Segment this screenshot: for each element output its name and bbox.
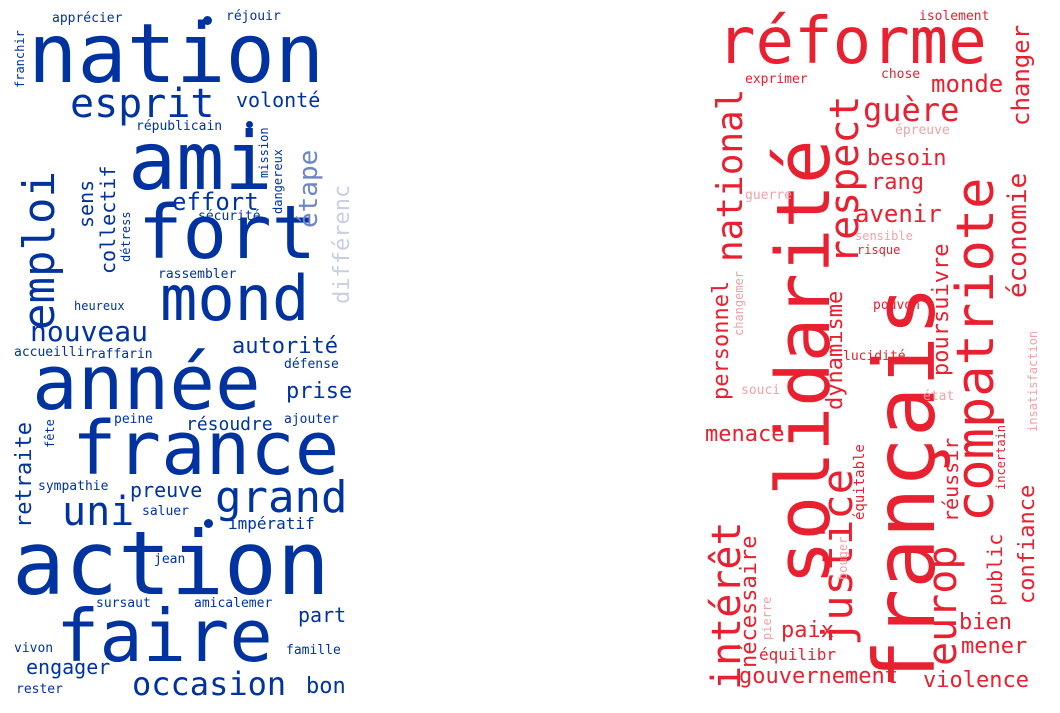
word-amicalemer: amicalemer <box>194 596 273 611</box>
word-violence: violence <box>923 668 1029 693</box>
word-preuve: preuve <box>130 478 203 502</box>
word-bon: bon <box>306 674 346 699</box>
word-rejouir: réjouir <box>226 9 281 24</box>
word-retraite: retraite <box>12 422 37 528</box>
word-personnel: personnel <box>709 280 734 400</box>
word-republicain: républicain <box>136 119 223 134</box>
word-europ: europ <box>920 545 966 666</box>
word-cloud-right: réforme solidarité français compatriote … <box>705 0 1050 713</box>
word-accueillir: accueillir <box>14 345 93 360</box>
word-nation: nation <box>28 7 325 102</box>
word-mission: mission <box>257 127 271 178</box>
word-sensible: sensible <box>855 229 913 243</box>
word-avenir: avenir <box>855 200 942 228</box>
word-collectif: collectif <box>96 165 120 274</box>
word-famille: famille <box>286 643 341 658</box>
word-public: public <box>983 533 1007 606</box>
word-occasion: occasion <box>132 665 287 703</box>
word-reussir: réussir <box>939 437 963 522</box>
word-exprimer: exprimer <box>745 72 808 87</box>
word-nouveau: nouveau <box>30 315 149 348</box>
word-imperatif: impératif <box>228 514 315 533</box>
word-incertain: incertain <box>994 424 1008 490</box>
word-detress: détress <box>119 211 133 262</box>
word-uni: uni <box>62 489 135 535</box>
word-equilibr: équilibr <box>759 645 837 664</box>
word-chose: chose <box>881 67 921 82</box>
word-prise: prise <box>286 379 353 404</box>
word-souci: souci <box>741 383 781 398</box>
word-autorite: autorité <box>232 334 338 359</box>
word-lucidite: lucidité <box>843 349 906 364</box>
word-monde: monde <box>931 70 1004 98</box>
word-economie: économie <box>1003 172 1033 298</box>
word-mener: mener <box>961 634 1028 659</box>
word-part: part <box>298 603 347 627</box>
word-rang: rang <box>871 170 924 195</box>
word-ajouter: ajouter <box>284 412 339 427</box>
word-sursaut: sursaut <box>96 596 151 611</box>
word-bien: bien <box>959 610 1012 635</box>
word-insatisfaction: insatisfaction <box>1026 330 1040 432</box>
word-differenc: différenc <box>330 184 355 304</box>
word-heureux: heureux <box>74 299 125 313</box>
word-necessaire: nécessaire <box>737 535 762 668</box>
word-epreuve: épreuve <box>895 123 950 138</box>
word-peine: peine <box>114 412 154 427</box>
word-france: france <box>72 406 340 492</box>
word-dangereux: dangereux <box>271 148 285 214</box>
word-pouvon: pouvon <box>873 298 920 313</box>
word-gouvernement: gouvernement <box>739 664 898 689</box>
word-isolement: isolement <box>919 9 990 24</box>
word-raffarin: raffarin <box>90 347 153 362</box>
word-mond: mond <box>160 262 310 335</box>
word-guere: guère <box>863 91 960 129</box>
dot-mark <box>246 121 253 128</box>
word-fort: fort <box>138 190 317 276</box>
word-pierre: pierre <box>760 596 774 640</box>
word-changemer: changemer <box>732 270 746 336</box>
word-poursuivre: poursuivre <box>929 243 954 376</box>
word-rassembler: rassembler <box>158 267 237 282</box>
word-ami: ami <box>128 115 273 208</box>
word-changer: changer <box>1007 24 1035 126</box>
word-action: action <box>12 512 330 615</box>
word-cloud-left: nation ami fort mond année france action… <box>10 0 355 713</box>
word-securite: sécurité <box>198 209 261 224</box>
word-faire: faire <box>56 594 273 678</box>
word-vivon: vivon <box>14 641 54 656</box>
dot-mark <box>204 519 213 528</box>
word-emploi: emploi <box>14 171 65 330</box>
word-esprit: esprit <box>70 81 215 127</box>
word-resoudre: résoudre <box>186 414 273 435</box>
word-equitable: équitable <box>852 444 868 520</box>
word-grand: grand <box>215 472 348 523</box>
word-engager: engager <box>26 655 111 679</box>
word-guerre: guerre <box>745 188 792 203</box>
word-etape: étape <box>294 149 324 228</box>
word-national: national <box>710 88 751 262</box>
word-annee: année <box>32 338 261 427</box>
word-confiance: confiance <box>1015 484 1040 604</box>
word-volonte: volonté <box>236 88 321 112</box>
word-besoin: besoin <box>867 146 947 171</box>
word-franchir: franchir <box>13 30 27 88</box>
word-reforme: réforme <box>717 5 987 79</box>
word-sens: sens <box>74 179 98 228</box>
word-bouger: bouger <box>836 536 850 580</box>
word-defense: défense <box>284 357 339 372</box>
word-menace: menace <box>705 422 785 447</box>
word-etat: état <box>923 389 955 404</box>
word-paix: paix <box>781 618 834 643</box>
word-rester: rester <box>16 682 63 697</box>
word-apprecier: apprécier <box>52 11 123 26</box>
word-saluer: saluer <box>142 504 189 519</box>
word-effort: effort <box>172 188 259 216</box>
word-risque: risque <box>857 243 901 257</box>
word-jean: jean <box>154 552 186 567</box>
word-sympathie: sympathie <box>38 479 109 494</box>
dot-mark <box>203 16 212 25</box>
word-fete: fête <box>43 419 57 448</box>
